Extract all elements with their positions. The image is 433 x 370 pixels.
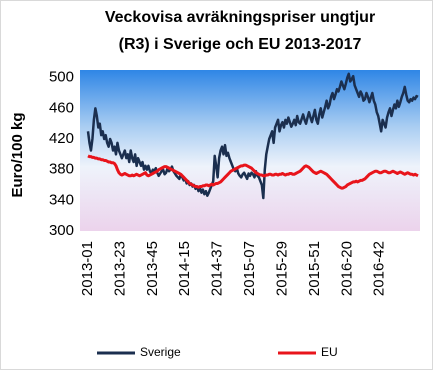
x-tick-label: 2013-01 (79, 241, 96, 296)
y-tick-label: 500 (49, 69, 74, 86)
x-tick-label: 2016-42 (371, 241, 388, 296)
x-tick-label: 2016-20 (338, 241, 355, 296)
y-tick-label: 340 (49, 191, 74, 208)
x-tick-label: 2015-29 (273, 241, 290, 296)
line-series (86, 72, 419, 200)
x-tick-label: 2014-37 (209, 241, 226, 296)
x-tick-label: 2014-15 (176, 241, 193, 296)
legend-label: Sverige (140, 345, 181, 359)
x-tick-label: 2013-23 (111, 241, 128, 296)
legend-label: EU (321, 345, 338, 359)
y-tick-label: 300 (49, 222, 74, 239)
y-tick-label: 420 (49, 130, 74, 147)
line-series (87, 154, 419, 190)
x-tick-label: 2013-45 (144, 241, 161, 296)
chart-title: Veckovisa avräkningspriser ungtjur (105, 9, 375, 26)
x-tick-label: 2015-07 (241, 241, 258, 296)
y-tick-label: 460 (49, 99, 74, 116)
y-tick-label: 380 (49, 161, 74, 178)
y-axis-label: Euro/100 kg (9, 112, 26, 197)
x-tick-label: 2015-51 (306, 241, 323, 296)
chart-title: (R3) i Sverige och EU 2013-2017 (119, 36, 362, 53)
